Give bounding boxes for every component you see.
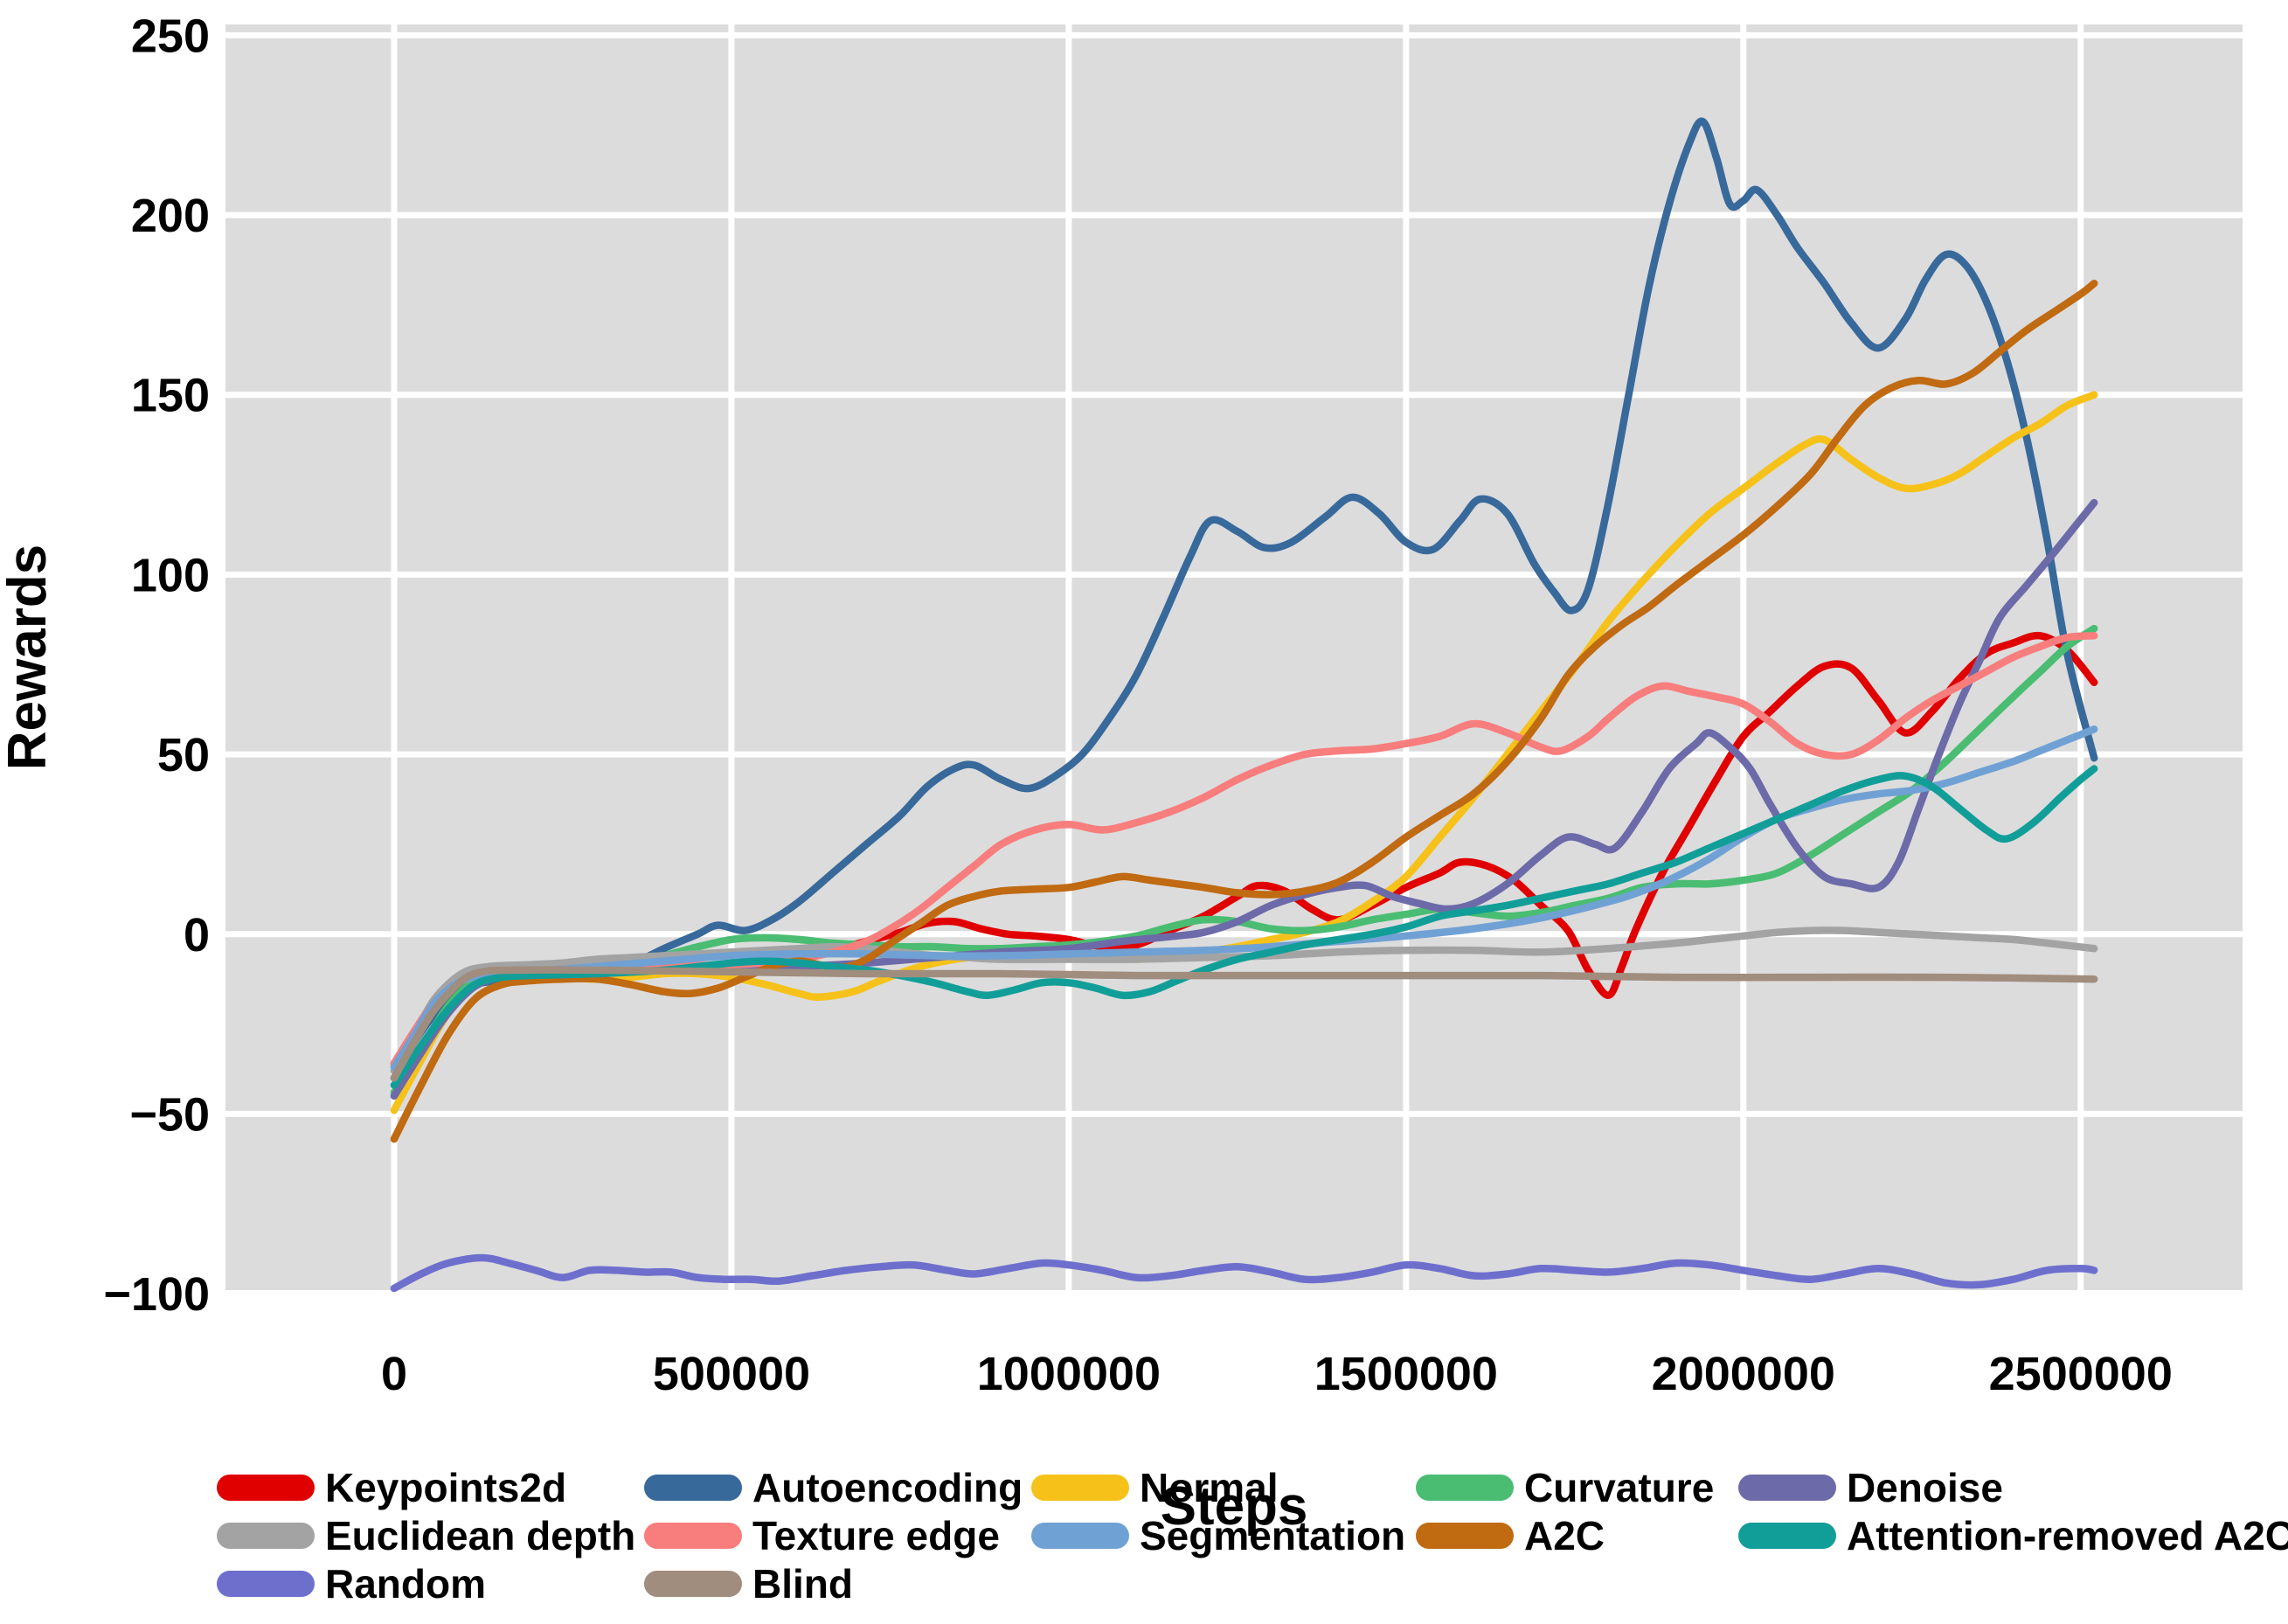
legend-label-blind: Blind bbox=[752, 1561, 853, 1607]
legend-label-segmentation: Segmentation bbox=[1140, 1513, 1405, 1558]
legend-item-blind: Blind bbox=[644, 1561, 853, 1607]
y-tick-label: 200 bbox=[131, 190, 210, 242]
y-tick-label: 150 bbox=[131, 370, 210, 422]
series-line-autoencoding bbox=[390, 117, 2098, 1082]
series-line-curvature bbox=[390, 624, 2098, 1096]
x-tick-label: 0 bbox=[381, 1348, 407, 1400]
series-line-denoise bbox=[390, 498, 2098, 1100]
series-line-blind bbox=[390, 966, 2098, 1082]
axes: Rewards Steps 250 200 150 100 50 0 −50 −100 0 500… bbox=[0, 10, 2173, 1537]
legend-label-normal: Normal bbox=[1140, 1465, 1278, 1510]
series-line-segmentation bbox=[390, 725, 2098, 1072]
legend-swatch-denoise bbox=[1738, 1475, 1836, 1501]
legend-item-a2c: A2C bbox=[1416, 1513, 1605, 1558]
legend-label-a2c: A2C bbox=[1524, 1513, 1605, 1558]
plot-background bbox=[225, 24, 2243, 1290]
x-tick-label: 1500000 bbox=[1314, 1348, 1498, 1400]
x-tick-label: 500000 bbox=[653, 1348, 810, 1400]
legend-swatch-random bbox=[217, 1571, 315, 1597]
y-tick-label: −100 bbox=[103, 1268, 210, 1321]
legend-swatch-autoencoding bbox=[644, 1475, 742, 1501]
x-tick-label: 2000000 bbox=[1652, 1348, 1835, 1400]
legend-item-denoise: Denoise bbox=[1738, 1465, 2003, 1510]
legend-item-euclidean_depth: Euclidean depth bbox=[217, 1513, 635, 1558]
legend-label-denoise: Denoise bbox=[1847, 1465, 2003, 1510]
legend-swatch-normal bbox=[1031, 1475, 1129, 1501]
legend-item-normal: Normal bbox=[1031, 1465, 1278, 1510]
legend-label-attention_removed_a2c: Attention-removed A2C bbox=[1847, 1513, 2288, 1558]
y-tick-label: 50 bbox=[157, 729, 210, 781]
legend-label-texture_edge: Texture edge bbox=[752, 1513, 1000, 1558]
legend-label-euclidean_depth: Euclidean depth bbox=[325, 1513, 635, 1558]
plot-area bbox=[225, 24, 2243, 1290]
legend-swatch-a2c bbox=[1416, 1523, 1514, 1549]
legend-swatch-attention_removed_a2c bbox=[1738, 1523, 1836, 1549]
series-lines bbox=[390, 117, 2098, 1293]
x-tick-label: 2500000 bbox=[1989, 1348, 2173, 1400]
legend-label-curvature: Curvature bbox=[1524, 1465, 1714, 1510]
series-line-euclidean_depth bbox=[390, 927, 2098, 1075]
legend-label-random: Random bbox=[325, 1561, 486, 1607]
legend-item-segmentation: Segmentation bbox=[1031, 1513, 1405, 1558]
legend-swatch-blind bbox=[644, 1571, 742, 1597]
legend-item-autoencoding: Autoencoding bbox=[644, 1465, 1023, 1510]
series-line-attention_removed_a2c bbox=[390, 765, 2098, 1089]
y-tick-label: 0 bbox=[184, 909, 210, 961]
y-axis-title: Rewards bbox=[0, 545, 58, 770]
legend-swatch-keypoints2d bbox=[217, 1475, 315, 1501]
series-line-a2c bbox=[390, 279, 2098, 1143]
y-tick-label: 250 bbox=[131, 10, 210, 62]
series-line-random bbox=[390, 1253, 2098, 1293]
legend-swatch-curvature bbox=[1416, 1475, 1514, 1501]
legend-item-texture_edge: Texture edge bbox=[644, 1513, 1000, 1558]
legend-item-random: Random bbox=[217, 1561, 486, 1607]
legend-item-attention_removed_a2c: Attention-removed A2C bbox=[1738, 1513, 2288, 1558]
legend-label-autoencoding: Autoencoding bbox=[752, 1465, 1023, 1510]
legend-swatch-texture_edge bbox=[644, 1523, 742, 1549]
x-tick-label: 1000000 bbox=[977, 1348, 1161, 1400]
legend-swatch-euclidean_depth bbox=[217, 1523, 315, 1549]
legend: Keypoints2d Autoencoding Normal Curvature De… bbox=[217, 1465, 2288, 1607]
y-tick-label: −50 bbox=[129, 1088, 210, 1141]
legend-swatch-segmentation bbox=[1031, 1523, 1129, 1549]
legend-item-curvature: Curvature bbox=[1416, 1465, 1714, 1510]
legend-label-keypoints2d: Keypoints2d bbox=[325, 1465, 566, 1510]
y-tick-label: 100 bbox=[131, 549, 210, 601]
x-axis-title: Steps bbox=[1161, 1476, 1308, 1537]
legend-item-keypoints2d: Keypoints2d bbox=[217, 1465, 566, 1510]
